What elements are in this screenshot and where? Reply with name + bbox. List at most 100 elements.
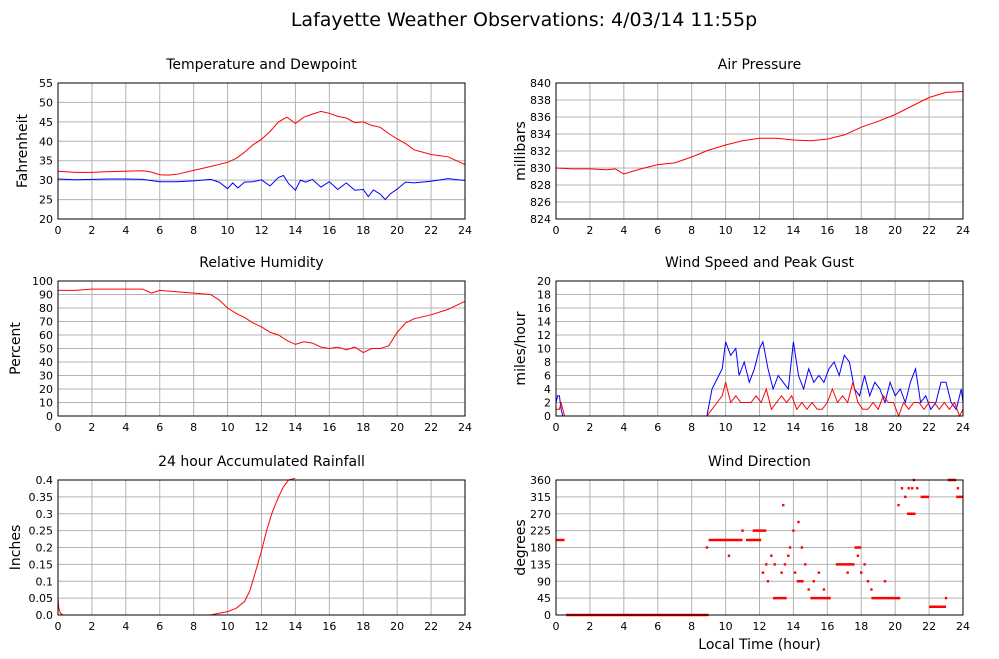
x-tick-label: 8	[688, 421, 695, 434]
x-tick-label: 4	[122, 421, 129, 434]
chart-wind: 0 2 4 6 8 10 12 14 16 18 20 22 2402468101214161820Wi…	[513, 255, 970, 434]
x-tick-label: 18	[356, 421, 370, 434]
direction-point	[860, 571, 863, 574]
x-tick-label: 4	[620, 421, 627, 434]
x-tick-label: 10	[719, 620, 733, 633]
chart-rainfall: 0 2 4 6 8 10 12 14 16 18 20 22 240.00.050.10.150.20.…	[8, 454, 472, 633]
y-tick-label: 836	[530, 111, 551, 124]
y-tick-label: 45	[39, 116, 53, 129]
x-tick-label: 12	[753, 421, 767, 434]
chart-pressure: 0 2 4 6 8 10 12 14 16 18 20 22 248248268288308328348…	[513, 57, 970, 237]
y-tick-label: 20	[39, 213, 53, 226]
y-tick-label: 225	[530, 525, 551, 538]
x-tick-label: 2	[88, 421, 95, 434]
y-axis-label: Inches	[8, 525, 24, 570]
x-tick-label: 20	[390, 620, 404, 633]
x-tick-label: 16	[820, 620, 834, 633]
chart-title: Wind Direction	[708, 454, 811, 470]
direction-point	[944, 596, 948, 600]
y-tick-label: 50	[39, 343, 53, 356]
y-tick-label: 824	[530, 213, 551, 226]
y-tick-label: 70	[39, 316, 53, 329]
x-tick-label: 14	[288, 421, 302, 434]
x-tick-label: 22	[424, 620, 438, 633]
y-tick-label: 100	[32, 275, 53, 288]
x-tick-label: 20	[888, 224, 902, 237]
y-tick-label: 55	[39, 77, 53, 90]
x-tick-label: 6	[156, 224, 163, 237]
series-line-rainfall-0	[57, 477, 296, 616]
x-tick-label: 10	[719, 224, 733, 237]
direction-point	[822, 588, 826, 591]
y-tick-label: 35	[39, 155, 53, 168]
x-tick-label: 4	[620, 620, 627, 633]
y-axis-label: Fahrenheit	[15, 113, 31, 188]
y-tick-label: 12	[537, 329, 551, 342]
x-tick-label: 24	[956, 620, 970, 633]
x-tick-label: 22	[922, 421, 936, 434]
x-tick-label: 16	[820, 224, 834, 237]
x-tick-label: 2	[586, 224, 593, 237]
direction-point	[766, 580, 770, 583]
direction-point	[870, 588, 873, 591]
y-tick-label: 270	[530, 508, 551, 521]
direction-point	[741, 529, 744, 532]
direction-point	[817, 571, 821, 574]
x-tick-label: 8	[688, 620, 695, 633]
x-tick-label: 6	[156, 421, 163, 434]
direction-point	[910, 487, 914, 490]
x-tick-label: 16	[322, 224, 336, 237]
x-tick-label: 18	[356, 224, 370, 237]
x-tick-label: 18	[356, 620, 370, 633]
y-tick-label: 840	[530, 77, 551, 90]
x-tick-label: 22	[922, 224, 936, 237]
direction-point	[792, 529, 795, 532]
x-tick-label: 0	[553, 224, 560, 237]
direction-point	[812, 580, 815, 583]
x-tick-label: 4	[122, 620, 129, 633]
x-tick-label: 8	[190, 421, 197, 434]
plot-frame	[57, 82, 466, 220]
direction-point	[904, 495, 907, 499]
x-tick-label: 14	[786, 620, 800, 633]
x-tick-label: 16	[820, 421, 834, 434]
chart-panels: 0 2 4 6 8 10 12 14 16 18 20 22 242025303540455055Tem…	[8, 57, 970, 653]
y-tick-label: 0.3	[36, 508, 54, 521]
plot-frame	[555, 280, 964, 417]
x-tick-label: 0	[55, 224, 62, 237]
y-tick-label: 315	[530, 491, 551, 504]
x-tick-label: 0	[55, 620, 62, 633]
plot-frame	[57, 280, 466, 417]
x-tick-label: 22	[424, 224, 438, 237]
y-tick-label: 6	[544, 370, 551, 383]
x-tick-label: 22	[424, 421, 438, 434]
chart-humidity: 0 2 4 6 8 10 12 14 16 18 20 22 240102030405060708090…	[8, 255, 472, 434]
series-line-temperature-1	[57, 174, 466, 201]
direction-point	[770, 554, 773, 557]
x-axis-label: Local Time (hour)	[698, 637, 820, 653]
direction-point	[897, 503, 900, 507]
x-tick-label: 8	[190, 224, 197, 237]
y-tick-label: 60	[39, 329, 53, 342]
y-tick-label: 40	[39, 135, 53, 148]
y-tick-label: 0.0	[36, 609, 54, 622]
y-tick-label: 18	[537, 289, 551, 302]
x-tick-label: 0	[553, 421, 560, 434]
y-tick-label: 30	[39, 370, 53, 383]
x-tick-label: 14	[786, 421, 800, 434]
direction-point	[907, 487, 910, 490]
x-tick-label: 4	[122, 224, 129, 237]
x-tick-label: 14	[288, 224, 302, 237]
y-tick-label: 830	[530, 162, 551, 175]
chart-title: Relative Humidity	[199, 255, 323, 271]
x-tick-label: 0	[553, 620, 560, 633]
x-tick-label: 20	[390, 421, 404, 434]
direction-point	[916, 487, 919, 490]
plot-frame	[555, 479, 964, 616]
y-tick-label: 25	[39, 194, 53, 207]
direction-point	[780, 571, 783, 574]
x-tick-label: 6	[654, 620, 661, 633]
chart-title: 24 hour Accumulated Rainfall	[158, 454, 365, 470]
x-tick-label: 24	[458, 224, 472, 237]
y-tick-label: 0.1	[36, 575, 54, 588]
